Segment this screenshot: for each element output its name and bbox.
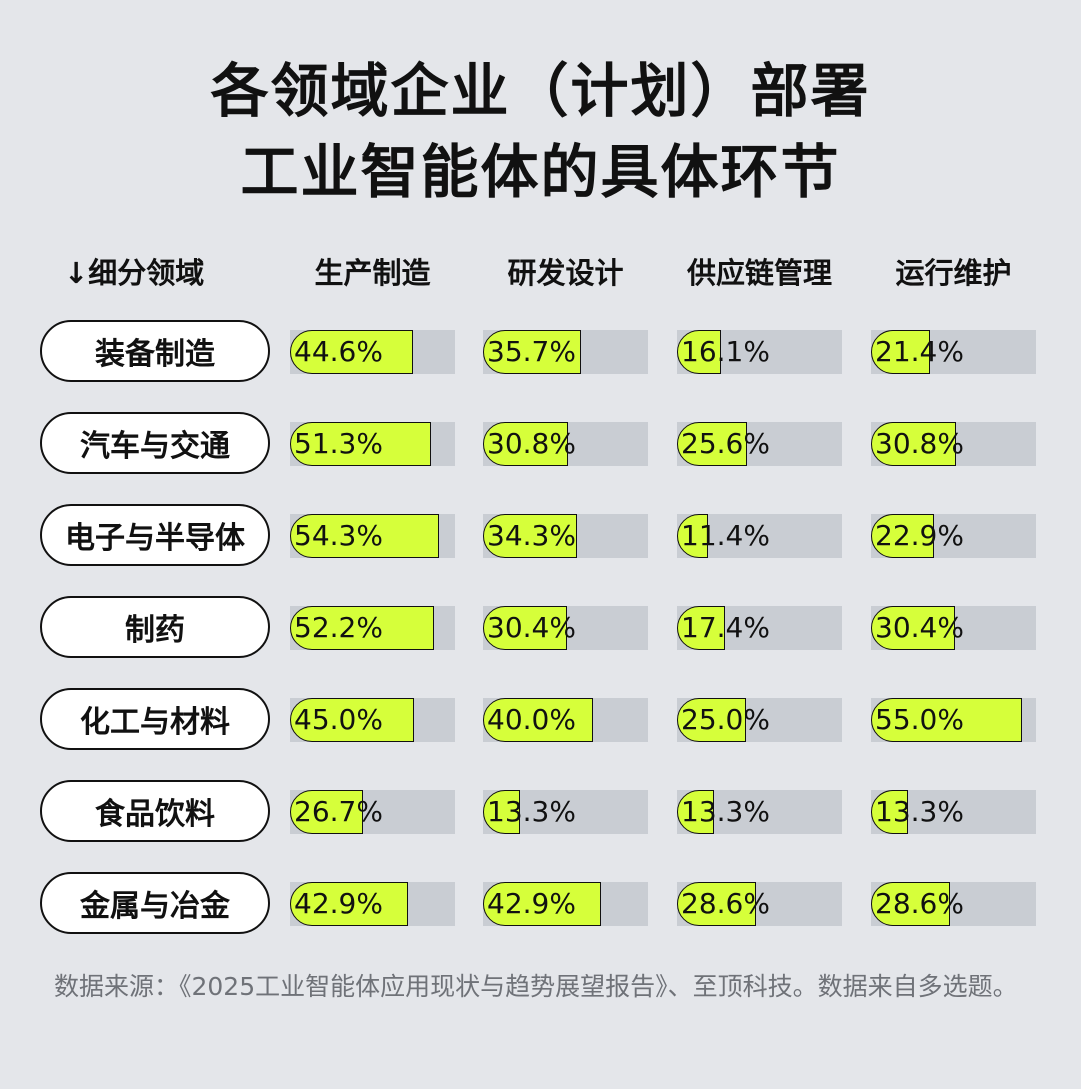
column-header: 生产制造 bbox=[314, 256, 431, 290]
bar bbox=[290, 882, 408, 926]
data-label: 30.4% bbox=[875, 611, 964, 644]
category-label: 食品饮料 bbox=[40, 780, 270, 842]
data-label: 42.9% bbox=[294, 887, 383, 920]
bar-track: 55.0% bbox=[871, 698, 1036, 742]
bar bbox=[483, 606, 567, 650]
data-label: 45.0% bbox=[294, 703, 383, 736]
category-label: 金属与冶金 bbox=[40, 872, 270, 934]
bar-track: 11.4% bbox=[677, 514, 842, 558]
bar-track: 28.6% bbox=[871, 882, 1036, 926]
bar-track: 42.9% bbox=[483, 882, 648, 926]
bar bbox=[483, 698, 593, 742]
data-label: 22.9% bbox=[875, 519, 964, 552]
data-label: 34.3% bbox=[487, 519, 576, 552]
bar bbox=[871, 330, 930, 374]
data-label: 21.4% bbox=[875, 335, 964, 368]
bar-track: 16.1% bbox=[677, 330, 842, 374]
bar-track: 30.4% bbox=[871, 606, 1036, 650]
bar bbox=[290, 330, 413, 374]
bar bbox=[483, 882, 601, 926]
bar bbox=[677, 422, 748, 466]
bar bbox=[677, 330, 722, 374]
data-label: 11.4% bbox=[681, 519, 770, 552]
bar-track: 26.7% bbox=[290, 790, 455, 834]
data-label: 17.4% bbox=[681, 611, 770, 644]
bar bbox=[290, 606, 434, 650]
data-label: 35.7% bbox=[487, 335, 576, 368]
bar-track: 22.9% bbox=[871, 514, 1036, 558]
bar bbox=[290, 514, 440, 558]
bar-track: 28.6% bbox=[677, 882, 842, 926]
bar bbox=[483, 422, 568, 466]
category-label: 制药 bbox=[40, 596, 270, 658]
bar-track: 30.8% bbox=[871, 422, 1036, 466]
bar-track: 51.3% bbox=[290, 422, 455, 466]
bar-track: 30.4% bbox=[483, 606, 648, 650]
bar-track: 17.4% bbox=[677, 606, 842, 650]
data-label: 13.3% bbox=[875, 795, 964, 828]
bar-track: 13.3% bbox=[677, 790, 842, 834]
data-label: 30.4% bbox=[487, 611, 576, 644]
category-label: 化工与材料 bbox=[40, 688, 270, 750]
bar bbox=[677, 790, 714, 834]
data-label: 13.3% bbox=[487, 795, 576, 828]
column-header: 运行维护 bbox=[895, 256, 1012, 290]
data-label: 55.0% bbox=[875, 703, 964, 736]
bar-track: 40.0% bbox=[483, 698, 648, 742]
bar bbox=[677, 882, 756, 926]
data-label: 16.1% bbox=[681, 335, 770, 368]
bar-track: 42.9% bbox=[290, 882, 455, 926]
data-label: 44.6% bbox=[294, 335, 383, 368]
data-label: 54.3% bbox=[294, 519, 383, 552]
bar-track: 21.4% bbox=[871, 330, 1036, 374]
category-label: 电子与半导体 bbox=[40, 504, 270, 566]
category-label: 装备制造 bbox=[40, 320, 270, 382]
row-header: ↓细分领域 bbox=[64, 256, 205, 290]
data-label: 40.0% bbox=[487, 703, 576, 736]
bar bbox=[483, 514, 578, 558]
source-note: 数据来源：《2025工业智能体应用现状与趋势展望报告》、至顶科技。数据来自多选题… bbox=[54, 972, 1018, 1001]
bar bbox=[290, 422, 432, 466]
bar-track: 13.3% bbox=[871, 790, 1036, 834]
data-label: 52.2% bbox=[294, 611, 383, 644]
bar-track: 13.3% bbox=[483, 790, 648, 834]
bar-track: 25.6% bbox=[677, 422, 842, 466]
data-label: 26.7% bbox=[294, 795, 383, 828]
data-label: 28.6% bbox=[681, 887, 770, 920]
bar bbox=[677, 606, 725, 650]
data-label: 25.0% bbox=[681, 703, 770, 736]
bar bbox=[483, 790, 520, 834]
bar-track: 44.6% bbox=[290, 330, 455, 374]
column-header: 研发设计 bbox=[507, 256, 624, 290]
bar bbox=[871, 422, 956, 466]
bar bbox=[871, 606, 955, 650]
bar-track: 30.8% bbox=[483, 422, 648, 466]
data-label: 30.8% bbox=[875, 427, 964, 460]
bar-track: 54.3% bbox=[290, 514, 455, 558]
category-label: 汽车与交通 bbox=[40, 412, 270, 474]
bar bbox=[290, 790, 364, 834]
chart-title-line2: 工业智能体的具体环节 bbox=[240, 138, 841, 206]
bar bbox=[871, 514, 934, 558]
column-header: 供应链管理 bbox=[686, 256, 832, 290]
bar-track: 35.7% bbox=[483, 330, 648, 374]
data-label: 13.3% bbox=[681, 795, 770, 828]
bar-track: 52.2% bbox=[290, 606, 455, 650]
bar bbox=[483, 330, 582, 374]
data-label: 25.6% bbox=[681, 427, 770, 460]
bar bbox=[871, 882, 950, 926]
data-label: 42.9% bbox=[487, 887, 576, 920]
data-label: 30.8% bbox=[487, 427, 576, 460]
data-label: 51.3% bbox=[294, 427, 383, 460]
bar-track: 45.0% bbox=[290, 698, 455, 742]
bar bbox=[290, 698, 414, 742]
bar bbox=[871, 790, 908, 834]
bar bbox=[677, 698, 746, 742]
data-label: 28.6% bbox=[875, 887, 964, 920]
bar bbox=[871, 698, 1023, 742]
bar-track: 34.3% bbox=[483, 514, 648, 558]
bar-track: 25.0% bbox=[677, 698, 842, 742]
chart-title-line1: 各领域企业（计划）部署 bbox=[210, 57, 871, 125]
